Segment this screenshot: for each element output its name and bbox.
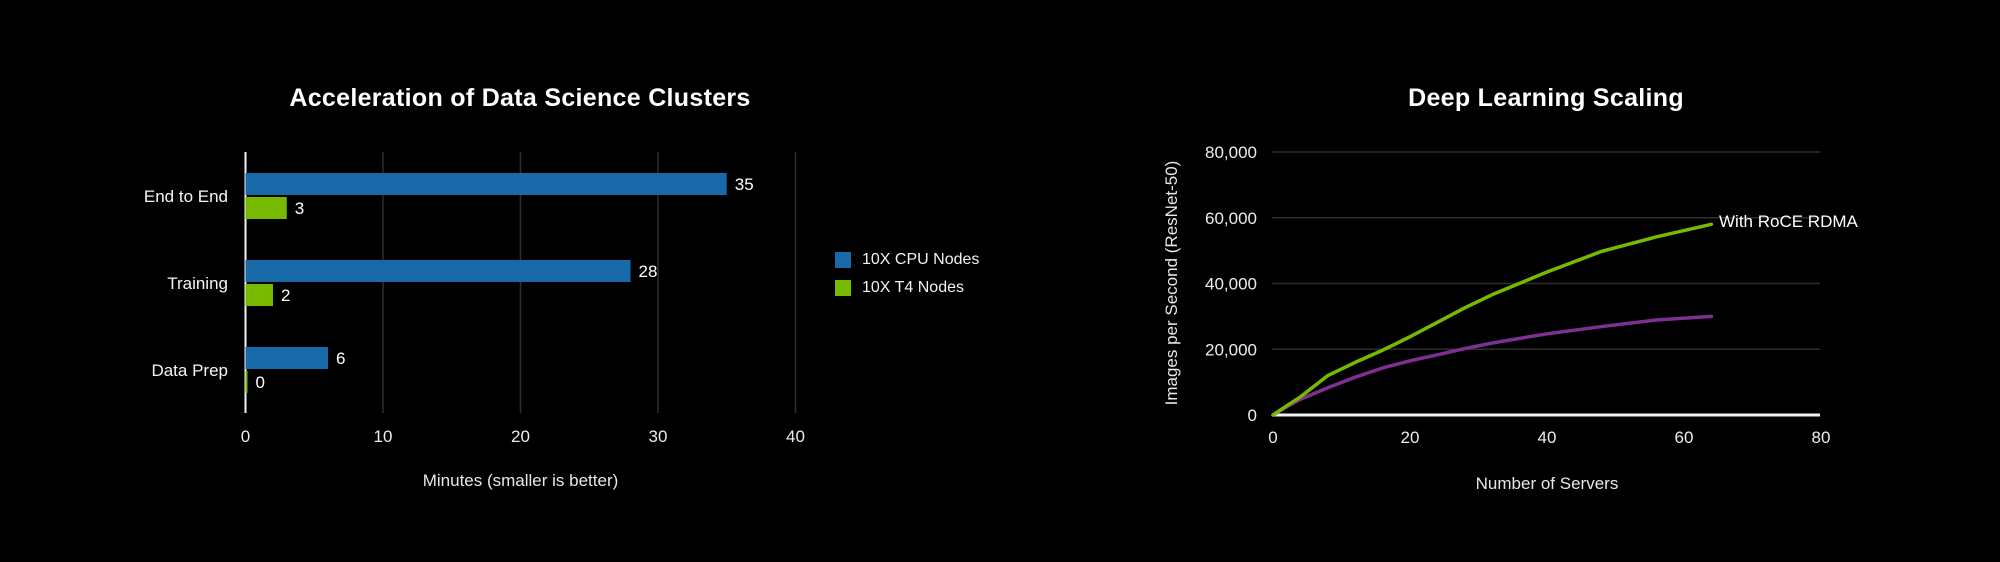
legend-label: 10X CPU Nodes [862, 251, 980, 268]
line-xtick-label: 40 [1538, 428, 1557, 447]
bar-category-label: Training [167, 274, 228, 293]
bar-chart-title: Acceleration of Data Science Clusters [289, 84, 751, 112]
line-ytick-label: 40,000 [1205, 275, 1257, 294]
line-chart-title: Deep Learning Scaling [1408, 84, 1684, 112]
bar-value-label: 3 [295, 199, 304, 218]
bar-cpu [245, 347, 328, 369]
bar-xtick-label: 10 [374, 427, 393, 446]
line-ytick-label: 0 [1248, 406, 1257, 425]
bar-value-label: 35 [735, 175, 754, 194]
line-xtick-label: 80 [1812, 428, 1831, 447]
line-series-annotation: With RoCE RDMA [1719, 212, 1858, 231]
bar-t4 [245, 197, 287, 219]
legend-item: 10X CPU Nodes [835, 252, 979, 268]
bar-value-label: 0 [256, 373, 265, 392]
line-xaxis-title: Number of Servers [1476, 474, 1619, 493]
bar-value-label: 2 [281, 286, 290, 305]
bar-t4 [245, 371, 248, 393]
line-yaxis-title: Images per Second (ResNet-50) [1162, 161, 1181, 406]
line-ytick-label: 20,000 [1205, 340, 1257, 359]
bar-value-label: 6 [336, 349, 345, 368]
bar-category-label: Data Prep [151, 361, 228, 380]
bar-xtick-label: 20 [511, 427, 530, 446]
legend-swatch-icon [835, 280, 851, 296]
legend-swatch-icon [835, 252, 851, 268]
bar-xtick-label: 40 [786, 427, 805, 446]
line-xtick-label: 20 [1401, 428, 1420, 447]
legend-label: 10X T4 Nodes [862, 279, 964, 296]
bar-t4 [245, 284, 273, 306]
line-ytick-label: 60,000 [1205, 209, 1257, 228]
series-line-purple [1271, 314, 1714, 417]
bar-cpu [245, 173, 727, 195]
bar-category-label: End to End [144, 187, 228, 206]
bar-xtick-label: 0 [241, 427, 250, 446]
line-xtick-label: 0 [1268, 428, 1277, 447]
legend-item: 10X T4 Nodes [835, 280, 979, 296]
bar-xtick-label: 30 [649, 427, 668, 446]
bar-xaxis-title: Minutes (smaller is better) [423, 471, 619, 490]
bar-chart-legend: 10X CPU Nodes 10X T4 Nodes [835, 252, 979, 296]
bar-cpu [245, 260, 631, 282]
bar-value-label: 28 [639, 262, 658, 281]
line-xtick-label: 60 [1675, 428, 1694, 447]
series-line-with-roce-rdma [1271, 222, 1714, 417]
line-ytick-label: 80,000 [1205, 143, 1257, 162]
